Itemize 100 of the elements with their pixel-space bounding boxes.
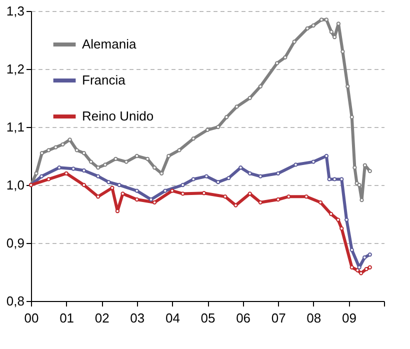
point <box>134 197 139 202</box>
point <box>96 166 100 170</box>
legend-label: Alemania <box>82 36 137 52</box>
point <box>152 200 157 204</box>
point <box>304 194 308 199</box>
point <box>311 160 316 164</box>
point <box>191 177 196 182</box>
point <box>46 177 51 182</box>
x-tick-label: 03 <box>130 310 145 326</box>
point <box>311 23 316 28</box>
point <box>336 218 340 222</box>
point <box>134 154 139 158</box>
point <box>103 162 108 167</box>
point <box>216 180 220 184</box>
point <box>96 194 100 199</box>
point <box>340 50 345 54</box>
point <box>163 188 168 193</box>
legend-label: Reino Unido <box>82 108 154 124</box>
point <box>82 182 86 188</box>
point <box>305 26 310 30</box>
point <box>224 115 229 120</box>
x-tick-label: 08 <box>306 310 322 326</box>
point <box>352 166 357 170</box>
point <box>258 84 263 88</box>
y-tick-label: 0,9 <box>6 236 24 250</box>
point <box>368 265 372 270</box>
point <box>286 194 291 199</box>
point <box>96 174 100 178</box>
point <box>350 248 354 252</box>
point <box>332 177 337 182</box>
point <box>328 212 334 216</box>
point <box>258 200 263 204</box>
point <box>248 96 252 100</box>
y-tick-label: 1,0 <box>6 178 24 192</box>
point <box>340 226 344 231</box>
point <box>148 197 154 202</box>
point <box>82 168 86 173</box>
x-tick-label: 02 <box>94 310 110 326</box>
point <box>40 151 44 156</box>
y-tick-label: 1,1 <box>6 120 24 134</box>
x-tick-label: 04 <box>165 310 180 326</box>
point <box>60 142 65 146</box>
x-tick-label: 00 <box>24 310 39 326</box>
point <box>283 55 288 60</box>
point <box>362 255 367 260</box>
x-tick-label: 06 <box>236 310 251 326</box>
point <box>355 268 360 272</box>
point <box>276 171 280 176</box>
point <box>71 166 76 171</box>
point <box>152 166 157 170</box>
point <box>114 156 118 161</box>
point <box>117 182 122 188</box>
point <box>226 176 231 180</box>
point <box>166 154 171 158</box>
point <box>88 160 94 164</box>
point <box>64 171 68 176</box>
point <box>202 191 206 196</box>
point <box>180 192 185 196</box>
point <box>57 166 62 170</box>
legend-label: Francia <box>82 72 126 88</box>
point <box>350 115 354 120</box>
point <box>318 200 323 204</box>
point <box>248 192 252 196</box>
point <box>358 271 364 276</box>
point <box>294 162 298 167</box>
point <box>34 171 38 176</box>
point <box>368 252 372 257</box>
point <box>145 156 150 161</box>
point <box>223 194 228 199</box>
point <box>360 198 364 202</box>
point <box>204 174 209 178</box>
point <box>124 160 128 164</box>
point <box>205 128 210 132</box>
point <box>357 182 362 188</box>
point <box>340 177 344 182</box>
x-tick-label: 09 <box>342 310 356 326</box>
point <box>292 40 296 44</box>
point <box>276 197 280 202</box>
x-tick-label: 01 <box>60 310 74 326</box>
point <box>346 84 350 88</box>
point <box>216 124 220 130</box>
point <box>82 151 86 156</box>
point <box>106 180 111 184</box>
point <box>329 30 334 34</box>
point <box>362 163 368 168</box>
point <box>46 148 51 152</box>
point <box>134 188 139 193</box>
point <box>234 203 238 208</box>
point <box>40 174 44 178</box>
point <box>234 104 239 109</box>
point <box>170 188 174 193</box>
point <box>344 218 349 222</box>
point <box>238 166 243 170</box>
y-tick-label: 1,2 <box>6 62 24 76</box>
point <box>327 177 332 182</box>
point <box>324 18 329 22</box>
point <box>115 209 120 214</box>
point <box>68 138 72 142</box>
point <box>74 148 79 152</box>
y-tick-label: 1,3 <box>6 4 24 18</box>
